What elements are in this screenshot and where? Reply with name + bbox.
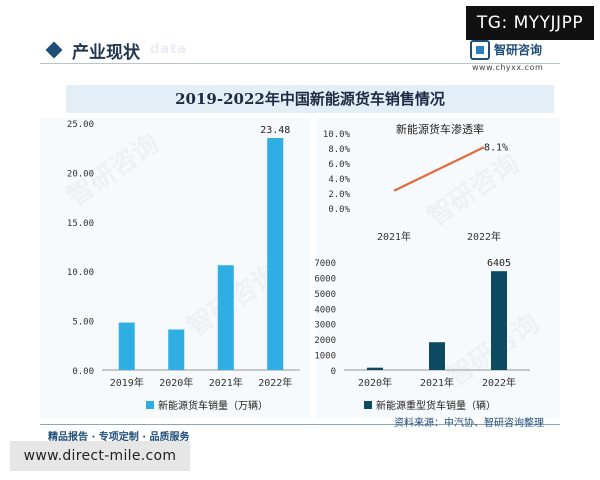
main-x-tick-label: 2021年 — [209, 376, 243, 389]
main-y-tick-label: 25.00 — [67, 120, 94, 130]
heavy-y-tick-label: 3000 — [314, 321, 336, 331]
heavy-bar — [491, 271, 507, 370]
url-strip: www.direct-mile.com — [10, 441, 190, 471]
footer-tagline: 精品报告 · 专项定制 · 品质服务 — [48, 432, 190, 443]
main-bar — [118, 322, 135, 370]
line-x-tick-label: 2022年 — [467, 230, 501, 243]
heavy-y-tick-label: 1000 — [314, 352, 336, 362]
heavy-y-tick-label: 0 — [331, 367, 336, 377]
main-y-tick-label: 10.00 — [67, 268, 94, 278]
heavy-y-tick-label: 7000 — [314, 259, 336, 269]
heavy-y-tick-label: 4000 — [314, 305, 336, 315]
main-y-tick-label: 15.00 — [67, 219, 94, 229]
legend-swatch-main — [146, 401, 154, 409]
heavy-x-tick-label: 2021年 — [420, 376, 454, 389]
legend-label-main: 新能源货车销量（万辆） — [158, 401, 268, 412]
line-x-tick-label: 2021年 — [377, 230, 411, 243]
tg-badge: TG: MYYJJPP — [466, 6, 594, 40]
heavy-bar — [429, 342, 445, 370]
data-source: 资料来源：中汽协、智研咨询整理 — [394, 418, 544, 429]
main-y-tick-label: 20.00 — [67, 169, 94, 179]
main-x-tick-label: 2019年 — [110, 376, 144, 389]
heavy-y-tick-label: 2000 — [314, 336, 336, 346]
section-watermark: data — [150, 42, 188, 57]
main-y-tick-label: 5.00 — [72, 318, 94, 328]
legend-label-heavy: 新能源重型货车销量（辆） — [376, 401, 496, 412]
legend-swatch-heavy — [364, 401, 372, 409]
title-band — [66, 85, 554, 113]
heavy-data-label: 6405 — [487, 258, 511, 269]
main-x-tick-label: 2020年 — [159, 376, 193, 389]
line-chart-title: 新能源货车渗透率 — [396, 122, 484, 136]
brand-logo-icon — [470, 40, 490, 60]
line-data-label: 8.1% — [484, 142, 508, 153]
section-title: 产业现状 — [72, 43, 140, 63]
heavy-y-tick-label: 5000 — [314, 290, 336, 300]
line-y-tick-label: 10.0% — [323, 130, 351, 140]
brand-url: www.chyxx.com — [472, 63, 544, 72]
brand-name: 智研咨询 — [494, 43, 543, 57]
line-y-tick-label: 2.0% — [328, 190, 350, 200]
main-x-tick-label: 2022年 — [258, 376, 292, 389]
main-bar — [168, 329, 185, 370]
main-bar — [267, 138, 284, 370]
line-y-tick-label: 6.0% — [328, 160, 350, 170]
heavy-bar — [367, 367, 383, 370]
heavy-y-tick-label: 6000 — [314, 274, 336, 284]
main-y-tick-label: 0.00 — [72, 367, 94, 377]
heavy-x-tick-label: 2020年 — [358, 376, 392, 389]
footer-divider — [40, 424, 560, 425]
header-divider — [40, 63, 560, 64]
main-data-label: 23.48 — [260, 125, 290, 136]
main-bar — [217, 265, 234, 370]
line-y-tick-label: 4.0% — [328, 175, 350, 185]
chart-title: 2019-2022年中国新能源货车销售情况 — [175, 90, 445, 108]
heavy-x-tick-label: 2022年 — [482, 376, 516, 389]
penetration-line — [393, 146, 485, 192]
line-y-tick-label: 0.0% — [328, 205, 350, 215]
line-y-tick-label: 8.0% — [328, 145, 350, 155]
